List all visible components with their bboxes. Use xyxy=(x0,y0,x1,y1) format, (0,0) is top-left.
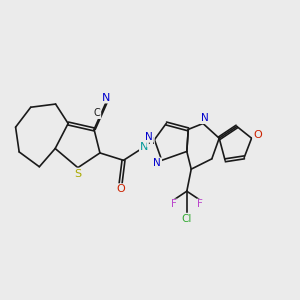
Text: N: N xyxy=(201,113,208,123)
Text: F: F xyxy=(197,200,203,209)
Text: O: O xyxy=(116,184,125,194)
Text: N: N xyxy=(140,142,148,152)
Text: N: N xyxy=(145,132,153,142)
Text: N: N xyxy=(154,158,161,168)
Text: Cl: Cl xyxy=(182,214,192,224)
Text: C: C xyxy=(94,108,100,118)
Text: H: H xyxy=(147,137,154,146)
Text: O: O xyxy=(253,130,262,140)
Text: F: F xyxy=(171,200,176,209)
Text: N: N xyxy=(102,93,110,103)
Text: S: S xyxy=(74,169,81,178)
